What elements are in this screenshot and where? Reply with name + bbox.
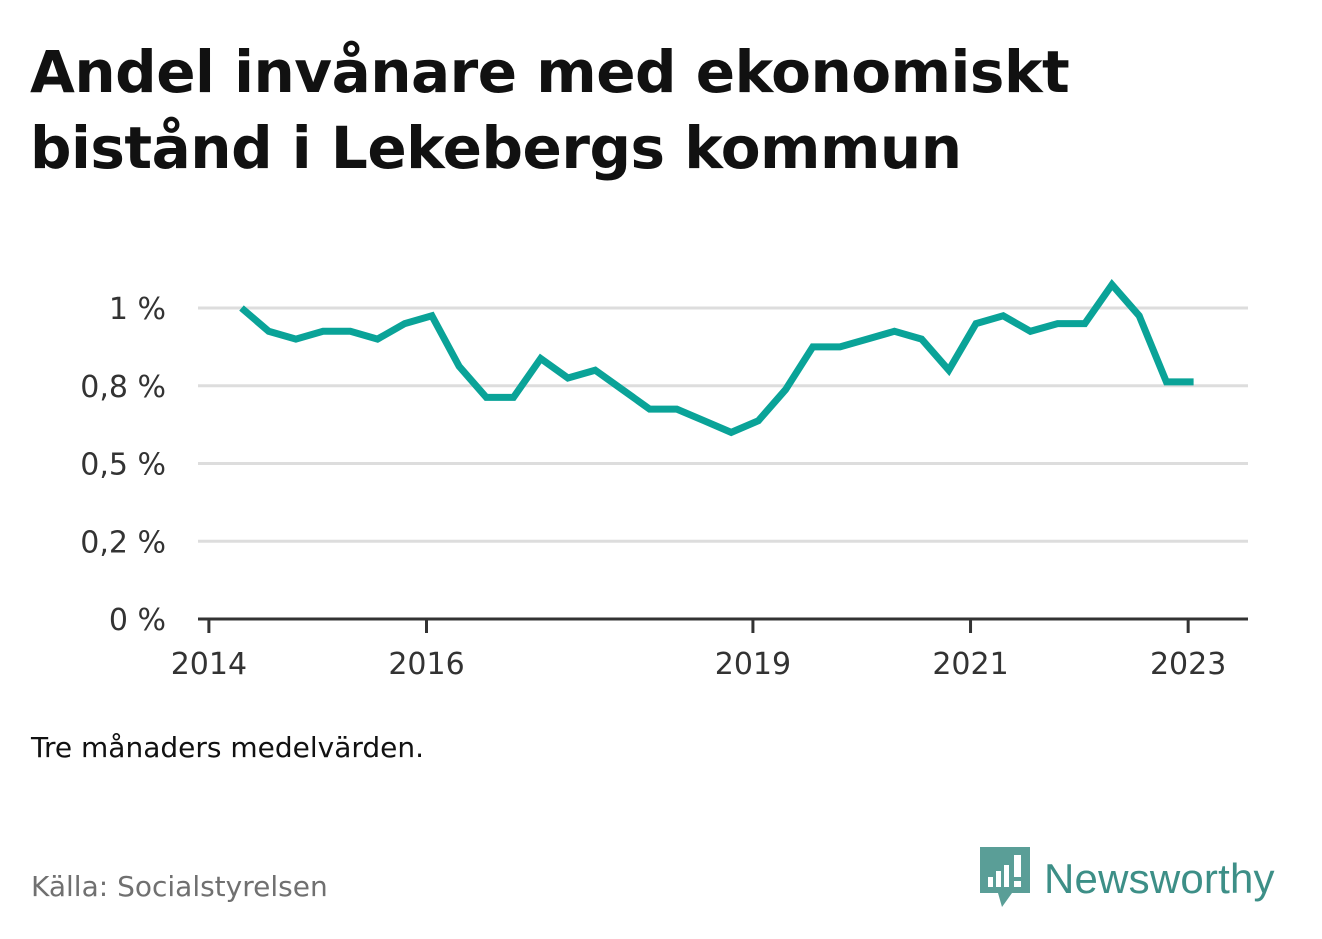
axes: 0 % 0,2 % 0,5 % 0,8 % 1 % 2014 2016 2019 2021 202… xyxy=(80,292,1248,682)
x-tick-label: 2023 xyxy=(1150,647,1226,682)
x-tick-label: 2021 xyxy=(932,647,1008,682)
y-tick-label: 1 % xyxy=(109,292,166,327)
x-tick-label: 2014 xyxy=(171,647,247,682)
x-tick-label: 2016 xyxy=(388,647,464,682)
brand-name: Newsworthy xyxy=(1044,855,1275,902)
y-tick-label: 0,8 % xyxy=(80,370,166,405)
grid-lines xyxy=(198,306,1248,543)
chart-note: Tre månaders medelvärden. xyxy=(31,731,425,764)
chart-title: Andel invånare med ekonomiskt bistånd i … xyxy=(30,38,1070,182)
series-layer xyxy=(239,279,1194,437)
y-tick-label: 0,5 % xyxy=(80,448,166,483)
y-tick-label: 0 % xyxy=(109,603,166,638)
source-label: Källa: Socialstyrelsen xyxy=(31,870,328,903)
series-line xyxy=(239,279,1194,437)
y-tick-label: 0,2 % xyxy=(80,525,166,560)
newsworthy-logo-icon xyxy=(980,847,1030,907)
brand-logo[interactable]: Newsworthy xyxy=(980,846,1275,912)
x-tick-label: 2019 xyxy=(715,647,791,682)
